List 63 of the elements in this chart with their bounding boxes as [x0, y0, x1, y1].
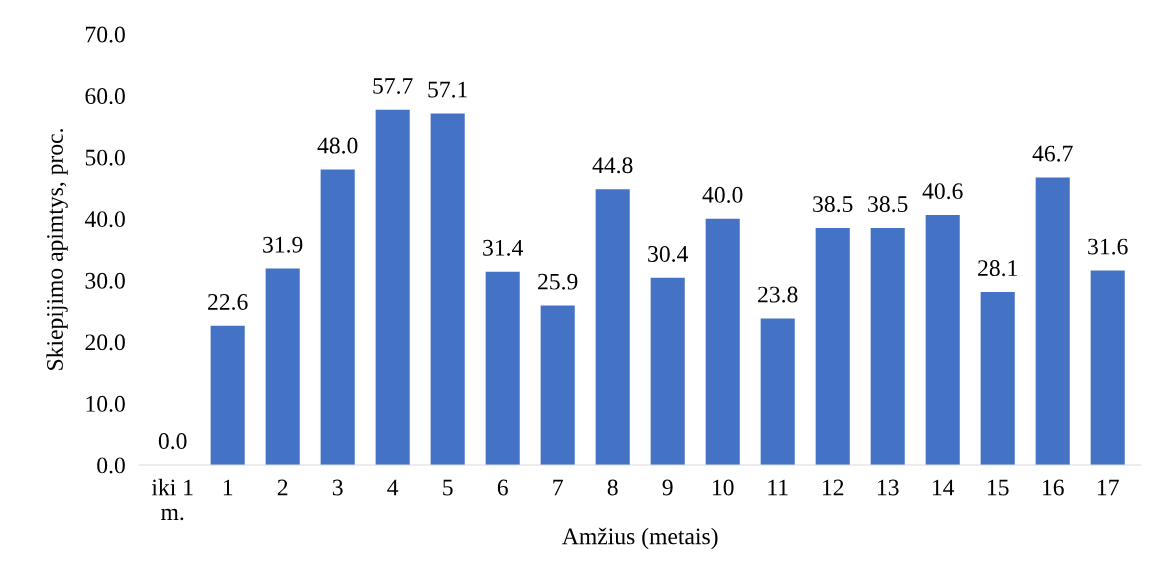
y-tick-label: 20.0 [85, 334, 125, 351]
data-label: 57.7 [373, 78, 413, 94]
x-tick-label: 7 [553, 479, 563, 496]
bar [705, 218, 740, 465]
data-label: 31.9 [263, 236, 303, 253]
y-tick-label: 40.0 [84, 211, 125, 228]
bar [540, 305, 575, 465]
data-label: 23.8 [758, 286, 798, 303]
y-tick-label: 50.0 [85, 149, 125, 166]
x-tick-label: 14 [932, 479, 955, 496]
data-label: 22.6 [208, 294, 248, 311]
x-tick-label: 12 [822, 479, 844, 496]
x-tick-label: 4 [387, 479, 399, 496]
data-label: 40.0 [702, 186, 743, 203]
bar [925, 215, 960, 465]
data-label: 31.6 [1088, 238, 1128, 255]
data-label: 57.1 [428, 81, 467, 98]
y-tick-label: 70.0 [86, 26, 125, 43]
bar [485, 271, 520, 465]
bar [1035, 177, 1070, 465]
data-label: 0.0 [158, 433, 187, 450]
x-tick-label: 11 [768, 479, 788, 496]
x-tick-label: iki 1 m. [151, 478, 193, 521]
bar [650, 277, 685, 465]
x-tick-label: 8 [607, 479, 618, 496]
bar [760, 318, 795, 465]
x-tick-label: 2 [277, 479, 288, 496]
data-label: 48.0 [317, 137, 358, 154]
bar [210, 325, 245, 465]
bar [265, 268, 300, 465]
x-tick-label: 1 [223, 479, 233, 496]
data-label: 31.4 [483, 239, 523, 256]
bar [1090, 270, 1125, 465]
bar [870, 227, 905, 465]
bar [815, 227, 850, 465]
x-tick-label: 15 [987, 479, 1009, 496]
x-tick-label: 17 [1097, 479, 1119, 496]
data-label: 30.4 [648, 245, 688, 262]
y-tick-label: 0.0 [97, 457, 125, 474]
bar [595, 189, 630, 465]
data-label: 28.1 [978, 260, 1017, 277]
x-tick-label: 10 [712, 479, 734, 496]
data-label: 44.8 [592, 157, 633, 174]
data-label: 38.5 [813, 196, 853, 213]
x-tick-label: 6 [497, 479, 508, 496]
y-tick-label: 10.0 [86, 395, 125, 412]
x-tick-label: 9 [662, 479, 673, 496]
data-label: 38.5 [868, 196, 908, 213]
data-label: 40.6 [922, 183, 963, 200]
y-tick-label: 30.0 [85, 272, 125, 289]
x-tick-label: 13 [877, 479, 899, 496]
bar [430, 113, 465, 465]
bar [980, 291, 1015, 465]
y-axis-title: Skiepijimo apimtys, proc. [46, 129, 68, 370]
x-tick-label: 16 [1042, 479, 1064, 496]
data-label: 46.7 [1032, 145, 1073, 162]
bar [375, 109, 410, 465]
data-label: 25.9 [538, 273, 578, 290]
x-tick-label: 5 [443, 479, 453, 496]
x-axis-title: Amžius (metais) [562, 527, 718, 550]
bar [320, 169, 355, 465]
x-tick-label: 3 [332, 479, 343, 496]
y-tick-label: 60.0 [85, 88, 125, 105]
